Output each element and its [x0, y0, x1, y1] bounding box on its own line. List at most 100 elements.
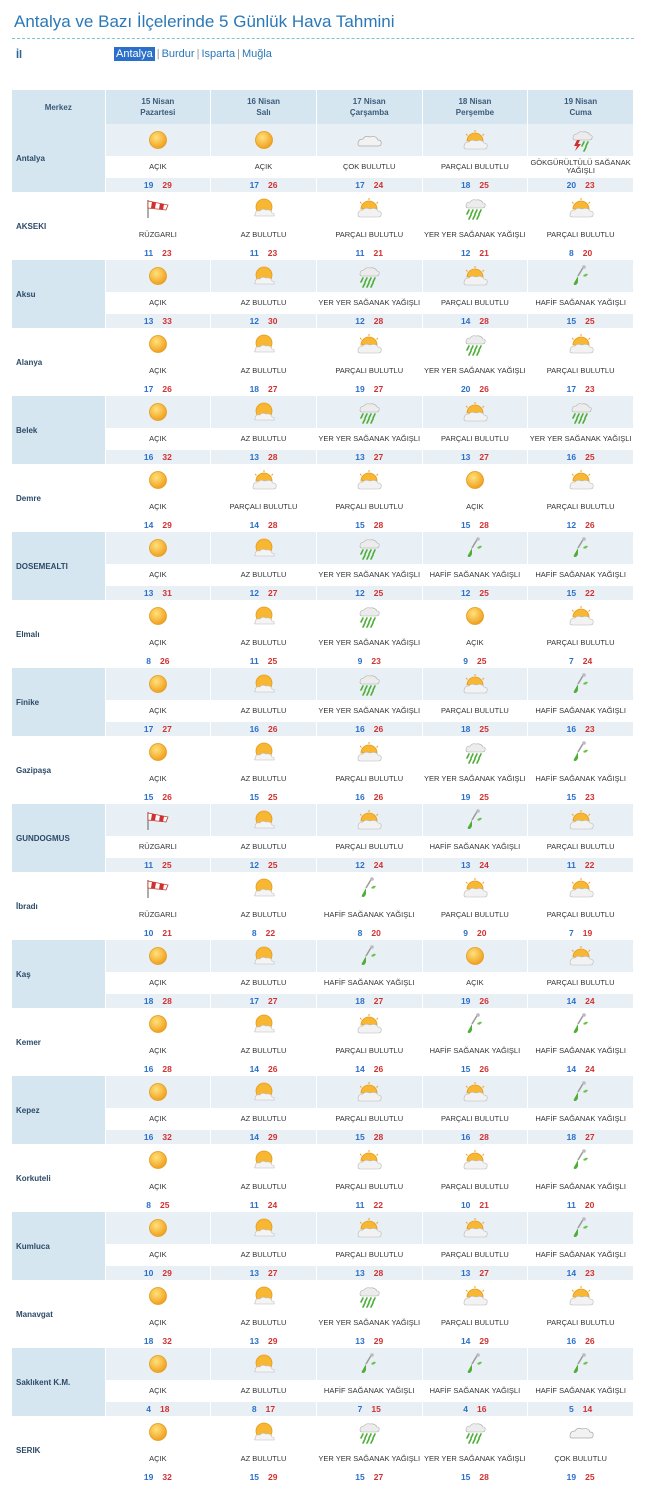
merkez-header: Merkez	[12, 90, 106, 124]
weather-description: AZ BULUTLU	[240, 570, 287, 579]
province-link-muğla[interactable]: Muğla	[241, 48, 272, 60]
province-link-antalya[interactable]: Antalya	[114, 47, 155, 61]
weather-description: AÇIK	[466, 978, 484, 987]
mostly-sunny-icon	[211, 736, 316, 768]
weather-description: AÇIK	[149, 1318, 167, 1327]
temperature-range: 18 27	[316, 994, 422, 1008]
forecast-cell: HAFİF SAĞANAK YAĞIŞLI 14 24	[527, 1008, 634, 1076]
temperature-range: 17 26	[106, 382, 211, 396]
mostly-sunny-icon	[211, 1076, 316, 1108]
weather-description: PARÇALI BULUTLU	[546, 842, 615, 851]
temperature-range: 12 26	[528, 518, 633, 532]
max-temp: 23	[162, 248, 172, 258]
partly-cloudy-icon	[422, 396, 528, 428]
min-temp: 17	[143, 724, 154, 734]
temperature-range: 12 21	[423, 246, 528, 260]
min-temp: 15	[566, 316, 577, 326]
min-temp: 16	[143, 1064, 154, 1074]
temperature-range: 12 24	[316, 858, 422, 872]
weather-description: ÇOK BULUTLU	[342, 162, 396, 171]
city-row: Aksu AÇIK 13 33 AZ BULUTLU 12 30 YER YER SAĞANA…	[12, 260, 634, 328]
min-temp: 14	[249, 1064, 260, 1074]
day-weekday: Perşembe	[455, 108, 495, 117]
min-temp: 14	[566, 1064, 577, 1074]
max-temp: 28	[479, 520, 489, 530]
min-temp: 13	[460, 860, 471, 870]
forecast-cell: AÇIK 16 32	[105, 396, 212, 464]
city-name: Kepez	[12, 1076, 106, 1144]
weather-description: AÇIK	[149, 1250, 167, 1259]
max-temp: 27	[479, 1268, 489, 1278]
forecast-cell: RÜZGARLI 11 23	[105, 192, 212, 260]
max-temp: 23	[585, 792, 595, 802]
province-link-isparta[interactable]: Isparta	[201, 48, 236, 60]
city-name: Kumluca	[12, 1212, 106, 1280]
weather-description: PARÇALI BULUTLU	[335, 230, 404, 239]
min-temp: 15	[355, 1132, 365, 1142]
windsock-icon	[106, 872, 211, 904]
forecast-cell: AZ BULUTLU 11 25	[210, 600, 317, 668]
weather-description: YER YER SAĞANAK YAĞIŞLI	[318, 1318, 421, 1327]
max-temp: 29	[162, 180, 172, 190]
mostly-sunny-icon	[211, 600, 316, 632]
mostly-sunny-icon	[211, 1280, 316, 1312]
forecast-cell: PARÇALI BULUTLU 14 28	[422, 260, 529, 328]
weather-description: HAFİF SAĞANAK YAĞIŞLI	[429, 842, 521, 851]
min-temp: 14	[566, 996, 577, 1006]
sun-icon	[105, 1076, 211, 1108]
min-temp: 19	[143, 180, 154, 190]
temperature-range: 14 24	[528, 994, 633, 1008]
forecast-cell: PARÇALI BULUTLU 11 22	[316, 1144, 423, 1212]
weather-description: AZ BULUTLU	[240, 1454, 287, 1463]
min-temp: 11	[355, 1200, 365, 1210]
max-temp: 24	[585, 1064, 595, 1074]
max-temp: 23	[267, 248, 278, 258]
forecast-cell: PARÇALI BULUTLU 19 27	[316, 328, 423, 396]
min-temp: 13	[143, 588, 154, 598]
min-temp: 10	[143, 1268, 154, 1278]
province-link-burdur[interactable]: Burdur	[161, 48, 195, 60]
temperature-range: 18 27	[528, 1130, 633, 1144]
province-selector: Antalya | Burdur | Isparta | Muğla	[114, 47, 272, 61]
forecast-cell: AÇIK 4 18	[105, 1348, 212, 1416]
temperature-range: 13 29	[211, 1334, 316, 1348]
min-temp: 16	[249, 724, 260, 734]
min-temp: 13	[249, 1268, 260, 1278]
city-row: Gazipaşa AÇIK 15 26 AZ BULUTLU 15 25 PARÇALI BU…	[12, 736, 634, 804]
max-temp: 26	[162, 792, 172, 802]
mostly-sunny-icon	[211, 872, 316, 904]
max-temp: 24	[479, 860, 489, 870]
light-shower-icon	[528, 532, 633, 564]
min-temp: 18	[143, 996, 154, 1006]
weather-description: ÇOK BULUTLU	[554, 1454, 607, 1463]
temperature-range: 14 29	[211, 1130, 316, 1144]
forecast-cell: PARÇALI BULUTLU 11 21	[316, 192, 423, 260]
scattered-showers-icon	[316, 668, 422, 700]
weather-description: AÇIK	[254, 162, 273, 171]
forecast-cell: AZ BULUTLU 11 23	[210, 192, 317, 260]
temperature-range: 11 24	[211, 1198, 316, 1212]
weather-description: PARÇALI BULUTLU	[546, 910, 615, 919]
temperature-range: 9 20	[423, 926, 528, 940]
weather-description: PARÇALI BULUTLU	[441, 162, 509, 171]
forecast-cell: HAFİF SAĞANAK YAĞIŞLI 18 27	[316, 940, 423, 1008]
min-temp: 16	[460, 1132, 471, 1142]
city-row: SERIK AÇIK 19 32 AZ BULUTLU 15 29 YER YER SAĞAN…	[12, 1416, 634, 1484]
light-shower-icon	[528, 736, 633, 768]
weather-description: HAFİF SAĞANAK YAĞIŞLI	[323, 1386, 415, 1395]
max-temp: 27	[162, 724, 172, 734]
province-separator: |	[237, 48, 240, 60]
max-temp: 25	[267, 656, 278, 666]
forecast-cell: YER YER SAĞANAK YAĞIŞLI 12 21	[422, 192, 529, 260]
weather-description: YER YER SAĞANAK YAĞIŞLI	[424, 774, 526, 783]
min-temp: 19	[460, 792, 471, 802]
mostly-sunny-icon	[211, 668, 316, 700]
city-name: SERIK	[12, 1416, 106, 1484]
temperature-range: 13 28	[316, 1266, 422, 1280]
forecast-cell: HAFİF SAĞANAK YAĞIŞLI 11 20	[527, 1144, 634, 1212]
forecast-cell: PARÇALI BULUTLU 18 25	[422, 124, 529, 192]
max-temp: 21	[373, 248, 383, 258]
temperature-range: 17 27	[105, 722, 211, 736]
forecast-header-row: Merkez 15 Nisan Pazartesi 16 Nisan Salı 17 N…	[12, 90, 634, 124]
temperature-range: 17 23	[528, 382, 633, 396]
